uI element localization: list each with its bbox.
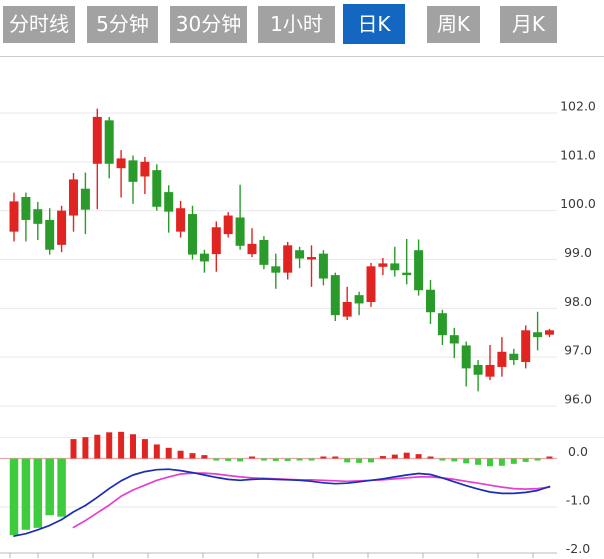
tab-5min[interactable]: 5分钟 (87, 6, 158, 43)
tab-30min[interactable]: 30分钟 (170, 6, 247, 43)
x-axis (0, 552, 557, 558)
candles (9, 108, 554, 392)
svg-text:0.0: 0.0 (568, 444, 588, 459)
svg-text:100.0: 100.0 (560, 196, 596, 211)
price-axis-labels: 102.0 101.0 100.0 99.0 98.0 97.0 96.0 (560, 99, 596, 407)
svg-text:-2.0: -2.0 (566, 541, 590, 556)
dea-line (72, 472, 551, 529)
macd-histogram (9, 431, 553, 536)
tab-monthly-k[interactable]: 月K (500, 6, 557, 43)
svg-text:99.0: 99.0 (564, 245, 592, 260)
svg-text:102.0: 102.0 (560, 99, 596, 114)
svg-text:96.0: 96.0 (564, 391, 592, 406)
tab-weekly-k[interactable]: 周K (427, 6, 480, 43)
svg-text:97.0: 97.0 (564, 343, 592, 358)
tab-daily-k[interactable]: 日K (343, 4, 405, 44)
tab-timeline[interactable]: 分时线 (3, 6, 75, 43)
svg-text:-1.0: -1.0 (566, 493, 590, 508)
dif-line (13, 468, 551, 537)
macd-axis-labels: 0.0 -1.0 -2.0 (566, 444, 590, 556)
svg-text:98.0: 98.0 (564, 294, 592, 309)
tab-1hour[interactable]: 1小时 (258, 6, 335, 43)
chart-frame (0, 56, 604, 438)
svg-text:101.0: 101.0 (560, 147, 596, 162)
period-tabbar: 分时线 5分钟 30分钟 1小时 日K 周K 月K (3, 4, 557, 44)
